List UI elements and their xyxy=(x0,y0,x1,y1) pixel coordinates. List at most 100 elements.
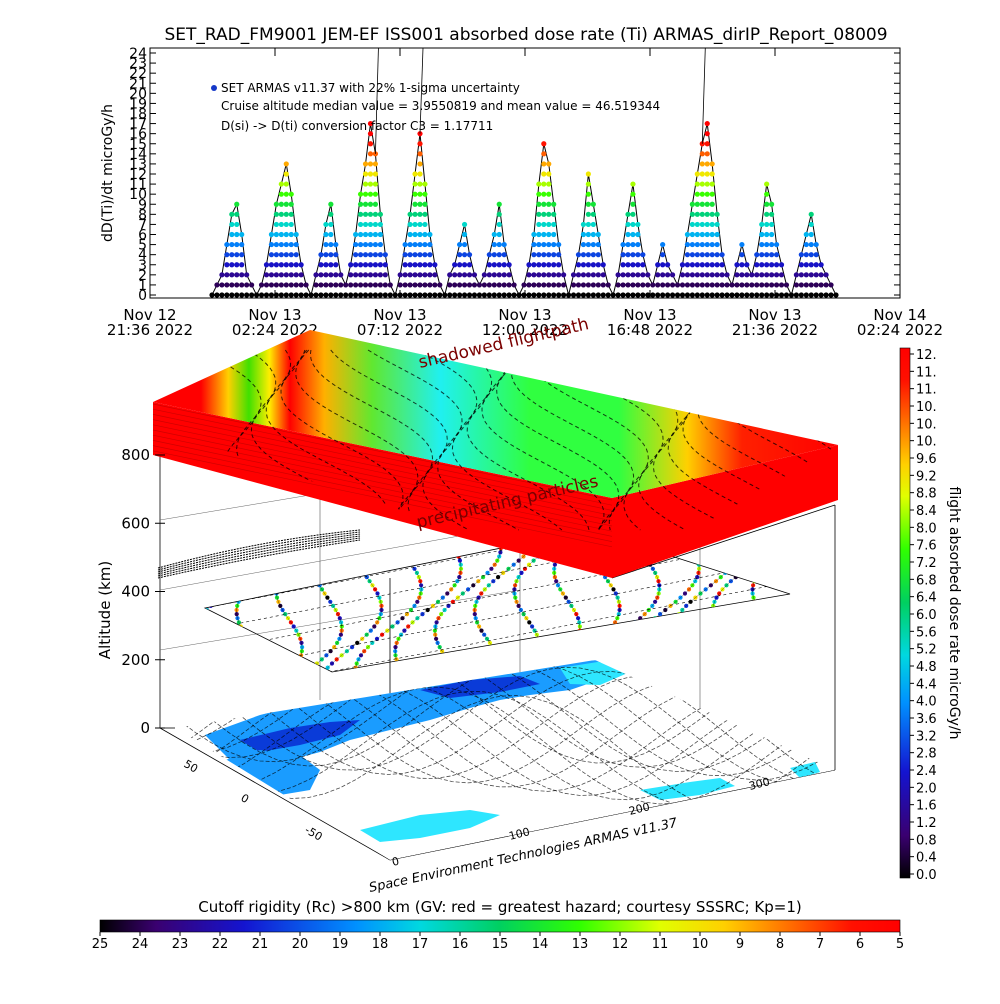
orbit-point xyxy=(218,596,222,600)
orbit-segment xyxy=(696,676,698,680)
data-point xyxy=(492,282,497,287)
orbit-segment xyxy=(321,672,324,676)
orbit-point xyxy=(448,661,452,665)
data-point xyxy=(695,202,700,207)
orbit-point xyxy=(588,645,592,649)
orbit-point xyxy=(452,546,456,550)
data-point xyxy=(794,282,799,287)
data-point xyxy=(417,171,422,176)
data-point xyxy=(814,272,819,277)
data-point xyxy=(823,272,828,277)
data-point xyxy=(536,222,541,227)
data-point xyxy=(412,272,417,277)
orbit-segment xyxy=(200,598,205,602)
orbit-point xyxy=(631,649,635,653)
orbit-segment xyxy=(322,655,327,659)
data-point xyxy=(284,202,289,207)
data-point xyxy=(715,282,720,287)
data-point xyxy=(586,171,591,176)
dose-colorbar-tick-label: 10. xyxy=(916,435,937,450)
data-point xyxy=(819,262,824,267)
data-point xyxy=(586,202,591,207)
orbit-point xyxy=(573,641,577,645)
orbit-segment xyxy=(409,561,412,565)
rigidity-colorbar: Cutoff rigidity (Rc) >800 km (GV: red = … xyxy=(92,898,904,952)
data-point xyxy=(417,292,422,297)
data-point xyxy=(502,252,507,257)
orbit-point xyxy=(723,637,727,641)
orbit-segment xyxy=(715,622,717,626)
orbit-segment xyxy=(197,622,198,626)
data-point xyxy=(427,282,432,287)
orbit-point xyxy=(681,653,685,657)
orbit-point xyxy=(359,567,363,571)
data-point xyxy=(447,272,452,277)
orbit-segment xyxy=(399,544,401,548)
data-point xyxy=(353,292,358,297)
data-point xyxy=(700,242,705,247)
orbit-segment xyxy=(755,602,757,606)
data-point xyxy=(546,212,551,217)
data-point xyxy=(373,282,378,287)
data-point xyxy=(378,292,383,297)
orbit-point xyxy=(446,657,450,661)
orbit-point xyxy=(315,563,319,567)
data-point xyxy=(749,292,754,297)
data-point xyxy=(234,222,239,227)
orbit-segment xyxy=(406,556,409,560)
data-point xyxy=(809,242,814,247)
data-point xyxy=(417,181,422,186)
data-point xyxy=(804,252,809,257)
orbit-segment xyxy=(706,585,711,589)
data-point xyxy=(279,181,284,186)
data-point xyxy=(655,262,660,267)
data-point xyxy=(804,272,809,277)
orbit-segment xyxy=(206,655,209,659)
orbit-segment xyxy=(251,581,256,585)
orbit-segment xyxy=(161,635,164,639)
data-point xyxy=(462,232,467,237)
data-point xyxy=(427,232,432,237)
orbit-point xyxy=(259,538,263,542)
orbit-segment xyxy=(725,569,729,573)
orbit-segment xyxy=(675,618,677,622)
dose-colorbar-tick-label: 3.6 xyxy=(916,712,937,727)
orbit-point xyxy=(279,678,283,682)
data-point xyxy=(601,262,606,267)
rigidity-colorbar-fill xyxy=(100,920,900,932)
data-point xyxy=(521,292,526,297)
orbit-point xyxy=(775,637,779,641)
rigidity-colorbar-tick-label: 20 xyxy=(292,937,309,952)
data-point xyxy=(531,272,536,277)
data-point xyxy=(457,272,462,277)
data-point xyxy=(546,292,551,297)
orbit-point xyxy=(582,649,586,653)
data-point xyxy=(774,242,779,247)
orbit-point xyxy=(672,620,676,624)
data-point xyxy=(541,292,546,297)
data-point xyxy=(561,282,566,287)
data-point xyxy=(358,202,363,207)
data-point xyxy=(799,252,804,257)
orbit-segment xyxy=(326,651,330,655)
orbit-segment xyxy=(405,676,408,680)
orbit-segment xyxy=(261,672,262,676)
data-point xyxy=(586,242,591,247)
orbit-segment xyxy=(676,598,681,602)
data-point xyxy=(586,292,591,297)
orbit-segment xyxy=(291,561,296,565)
orbit-point xyxy=(759,554,763,558)
data-point xyxy=(635,282,640,287)
orbit-segment xyxy=(756,556,761,560)
orbit-point xyxy=(201,612,205,616)
orbit-point xyxy=(252,567,256,571)
orbit-segment xyxy=(286,552,290,556)
data-point xyxy=(531,262,536,267)
orbit-point xyxy=(766,620,770,624)
data-point xyxy=(333,272,338,277)
data-point xyxy=(284,212,289,217)
data-point xyxy=(502,242,507,247)
data-point xyxy=(630,242,635,247)
data-point xyxy=(675,292,680,297)
data-point xyxy=(323,222,328,227)
